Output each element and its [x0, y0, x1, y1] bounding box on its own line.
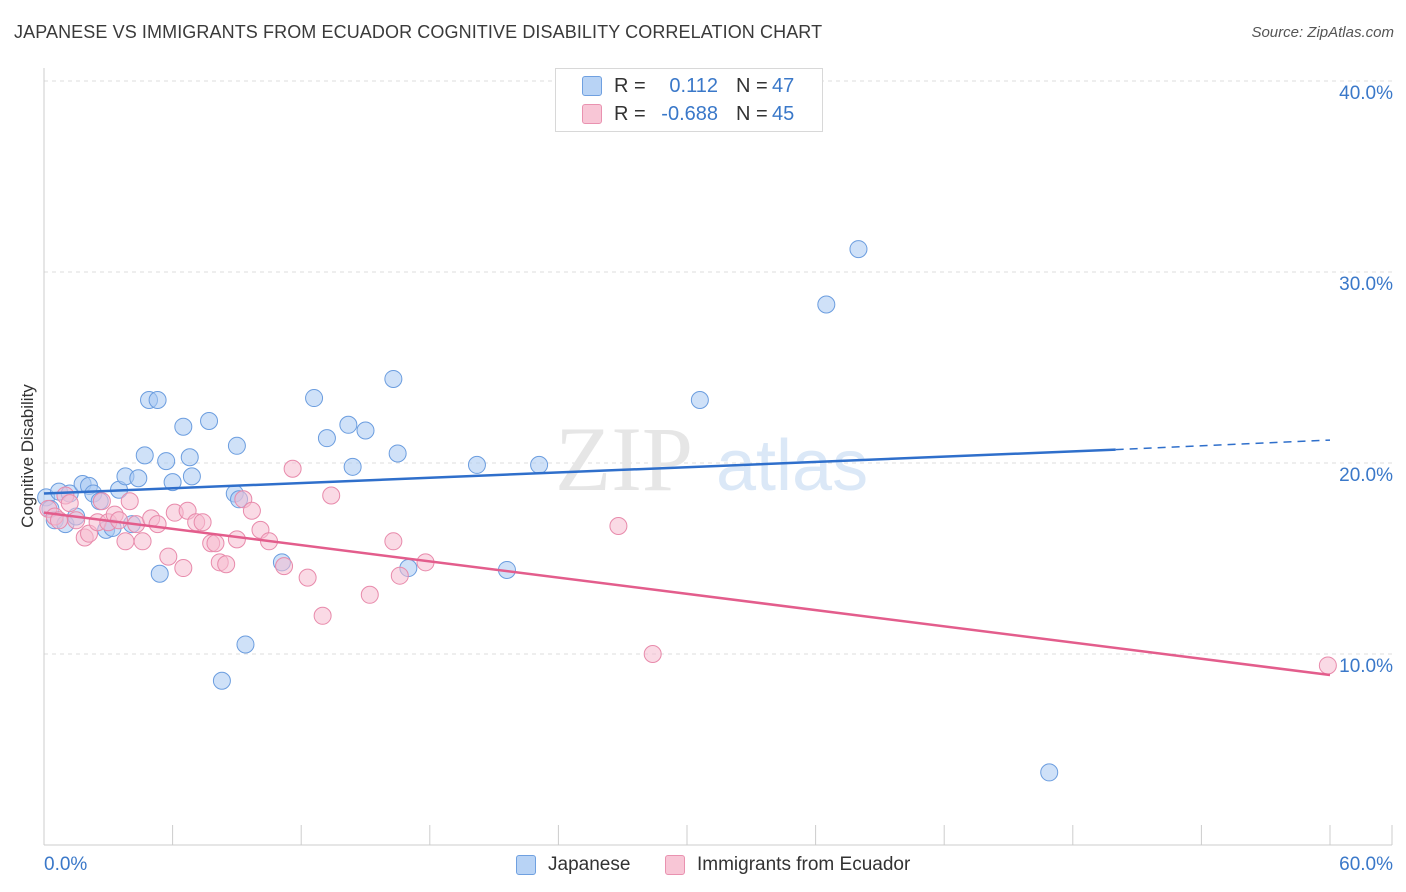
chart-title: JAPANESE VS IMMIGRANTS FROM ECUADOR COGN…	[14, 22, 823, 42]
series-legend: Japanese Immigrants from Ecuador	[0, 852, 1406, 878]
legend-row-ecuador: R = -0.688 N = 45	[582, 101, 794, 127]
ecuador-point	[159, 547, 178, 566]
japanese-point	[356, 421, 375, 440]
japanese-trend-extension	[1115, 439, 1331, 451]
ecuador-point	[390, 566, 409, 585]
japanese-point	[530, 455, 549, 474]
ecuador-point	[298, 568, 317, 587]
japanese-point	[817, 295, 836, 314]
ecuador-point	[148, 515, 167, 534]
japanese-point	[339, 415, 358, 434]
ecuador-swatch	[582, 104, 602, 124]
ecuador-point	[60, 494, 79, 513]
japanese-point	[343, 457, 362, 476]
n-value: 47	[772, 74, 795, 97]
japanese-point	[157, 452, 176, 471]
ecuador-point	[1318, 656, 1337, 675]
ecuador-point	[92, 492, 111, 511]
ecuador-point	[384, 532, 403, 551]
japanese-point	[849, 240, 868, 259]
r-label: R =	[614, 102, 646, 125]
japanese-point	[163, 473, 182, 492]
legend-row-japanese: R = 0.112 N = 47	[582, 73, 794, 99]
ecuador-point	[609, 517, 628, 536]
tick-labels: 10.0% 20.0% 30.0% 40.0% 0.0% 60.0%	[44, 83, 1393, 875]
japanese-trend-line	[43, 448, 1116, 495]
ecuador-point	[360, 585, 379, 604]
ecuador-point	[227, 530, 246, 549]
legend-item-japanese[interactable]: Japanese	[516, 852, 630, 878]
x-tick-label: 60.0%	[1339, 854, 1393, 875]
n-label: N =	[736, 74, 768, 97]
legend-label-japanese: Japanese	[548, 854, 631, 875]
japanese-swatch	[582, 76, 602, 96]
japanese-point	[317, 429, 336, 448]
ecuador-point	[313, 606, 332, 625]
y-tick-label: 20.0%	[1339, 465, 1393, 486]
japanese-point	[1040, 763, 1059, 782]
ecuador-point	[283, 459, 302, 478]
x-tick-label: 0.0%	[44, 854, 87, 875]
ecuador-point	[193, 513, 212, 532]
japanese-swatch	[516, 855, 536, 875]
correlation-legend: R = 0.112 N = 47 R = -0.688 N = 45	[555, 68, 823, 132]
ecuador-point	[133, 532, 152, 551]
japanese-point	[388, 444, 407, 463]
ecuador-point	[275, 557, 294, 576]
japanese-point	[150, 564, 169, 583]
axes	[43, 68, 1393, 846]
trend-lines	[43, 439, 1331, 677]
japanese-point	[212, 671, 231, 690]
ecuador-point	[322, 486, 341, 505]
n-value: 45	[772, 102, 795, 125]
y-axis-label: Cognitive Disability	[18, 384, 37, 528]
ecuador-point	[174, 559, 193, 578]
ecuador-point	[116, 532, 135, 551]
source-credit: Source: ZipAtlas.com	[1251, 24, 1394, 41]
japanese-point	[174, 417, 193, 436]
japanese-point	[690, 390, 709, 409]
ecuador-point	[643, 645, 662, 663]
r-label: R =	[614, 74, 646, 97]
japanese-point	[467, 455, 486, 474]
ecuador-point	[242, 501, 261, 520]
japanese-point	[200, 411, 219, 430]
legend-item-ecuador[interactable]: Immigrants from Ecuador	[665, 852, 910, 878]
r-value: -0.688	[661, 102, 718, 125]
japanese-point	[135, 446, 154, 465]
ecuador-point	[206, 534, 225, 553]
japanese-point	[129, 469, 148, 488]
japanese-point	[182, 467, 201, 486]
japanese-point	[148, 390, 167, 409]
y-tick-label: 40.0%	[1339, 83, 1393, 104]
ecuador-point	[120, 492, 139, 511]
japanese-point	[227, 436, 246, 455]
ecuador-point	[67, 511, 86, 530]
n-label: N =	[736, 102, 768, 125]
japanese-point	[236, 635, 255, 654]
y-tick-label: 10.0%	[1339, 656, 1393, 677]
watermark-zip: ZIP	[555, 408, 693, 510]
ecuador-points	[39, 459, 1337, 675]
grid-lines	[44, 80, 1392, 655]
ecuador-trend-line	[43, 511, 1331, 677]
japanese-point	[384, 369, 403, 388]
ecuador-point	[217, 555, 236, 574]
japanese-point	[305, 389, 324, 408]
ecuador-swatch	[665, 855, 685, 875]
y-tick-label: 30.0%	[1339, 274, 1393, 295]
legend-label-ecuador: Immigrants from Ecuador	[697, 854, 911, 875]
japanese-point	[180, 448, 199, 467]
watermark: ZIP atlas	[555, 408, 868, 510]
r-value: 0.112	[669, 74, 718, 97]
